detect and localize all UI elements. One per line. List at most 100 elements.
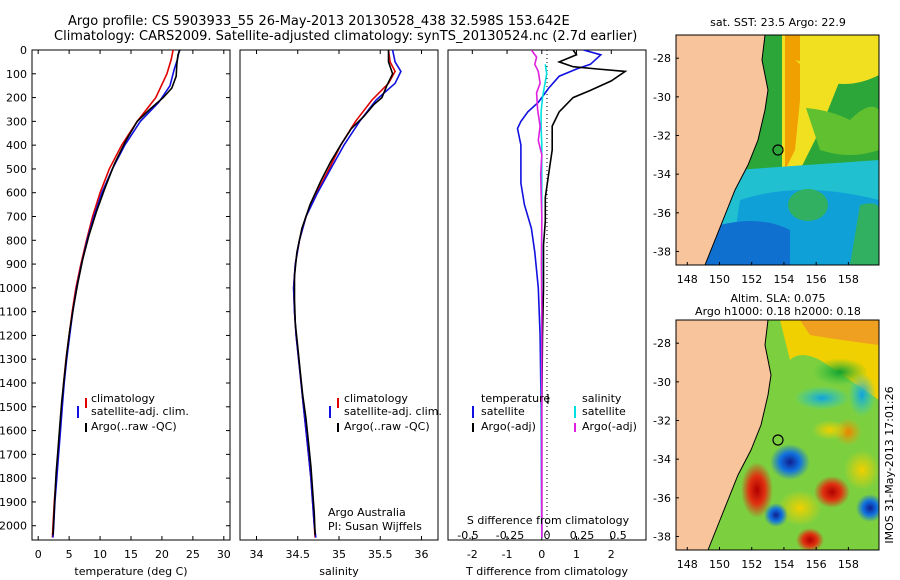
series-line-satellite [516,50,603,538]
legend-sal-satellite: satellite [582,405,626,418]
y-tick-label: 2000 [0,520,27,533]
annotation-line-1: Argo Australia [328,506,406,519]
difference-xlabel-top: S difference from climatology [467,514,630,527]
annotation-line-2: PI: Susan Wijffels [328,520,422,533]
y-tick-label: 1800 [0,472,27,485]
depth-axis: 0 100 200 300 400 500 600 700 800 900 1000 1100 1200… [0,44,646,533]
y-tick-label: 200 [6,92,27,105]
legend-argo: Argo(..raw -QC) [91,420,177,433]
s-tick-label: 0.25 [570,529,595,542]
lat-tick-label: -36 [653,207,671,220]
lon-tick-label: 158 [838,273,859,286]
title-line-1: Argo profile: CS 5903933_55 26-May-2013 … [68,14,570,29]
title-line-2: Climatology: CARS2009. Satellite-adjuste… [54,29,638,44]
sla-map-title-2: Argo h1000: 0.18 h2000: 0.18 [695,305,861,318]
x-tick-label: 34 [250,548,264,561]
difference-panel: -2 -1 0 1 2 -0.5 -0.25 0 0.25 0.5 S difference fr… [447,49,647,578]
lon-tick-label: 154 [773,558,794,571]
x-tick-label: 2 [608,548,615,561]
y-tick-label: 1600 [0,425,27,438]
sla-map: Altim. SLA: 0.075 Argo h1000: 0.18 h2000… [653,292,880,571]
y-tick-label: 1700 [0,448,27,461]
lat-tick-label: -36 [653,492,671,505]
s-tick-label: -0.5 [457,529,478,542]
legend-temp-satellite: satellite [481,405,525,418]
y-tick-label: 1500 [0,401,27,414]
s-tick-label: 0 [544,529,551,542]
x-tick-label: 0 [538,548,545,561]
difference-lines [516,50,628,538]
lat-tick-label: -38 [653,530,671,543]
y-tick-label: 1900 [0,496,27,509]
lat-tick-label: -32 [653,130,671,143]
lon-tick-label: 158 [838,558,859,571]
legend-climatology: climatology [344,392,408,405]
x-tick-label: 5 [66,548,73,561]
x-tick-label: 0 [35,548,42,561]
sst-map-title: sat. SST: 23.5 Argo: 22.9 [710,16,846,29]
lon-tick-label: 150 [709,273,730,286]
lat-tick-label: -34 [653,453,671,466]
lat-tick-label: -28 [653,337,671,350]
lat-tick-label: -28 [653,52,671,65]
x-tick-label: 34.5 [286,548,311,561]
x-tick-label: -2 [467,548,478,561]
legend-argo: Argo(..raw -QC) [344,420,430,433]
x-tick-label: 35.5 [368,548,393,561]
lon-tick-label: 152 [741,273,762,286]
lat-tick-label: -32 [653,415,671,428]
float-position-marker [772,434,784,446]
y-tick-label: 1300 [0,353,27,366]
series-line-argo-raw-qc- [52,50,181,536]
y-tick-label: 1000 [0,282,27,295]
y-tick-label: 300 [6,115,27,128]
lon-tick-label: 156 [806,558,827,571]
sst-map: sat. SST: 23.5 Argo: 22.9 148 150 152 154 15… [653,16,880,286]
y-tick-label: 800 [6,234,27,247]
temperature-panel: 0100200300400500600700800900100011001200… [0,44,646,578]
lon-tick-label: 152 [741,558,762,571]
temperature-legend: climatology satellite-adj. clim. Argo(..… [77,392,189,433]
temperature-axes-box [31,49,231,541]
legend-temperature-title: temperature [481,392,550,405]
difference-xlabel: T difference from climatology [465,565,628,578]
x-tick-label: 15 [124,548,138,561]
s-tick-label: 0.5 [609,529,627,542]
salinity-x-axis: 34 34.5 35 35.5 36 [250,50,429,561]
y-tick-label: 500 [6,163,27,176]
x-tick-label: 25 [186,548,200,561]
y-tick-label: 600 [6,187,27,200]
lon-tick-label: 148 [677,273,698,286]
difference-legend: temperature satellite Argo(-adj) salinit… [472,392,637,433]
series-line-argo-adj- [540,50,628,538]
salinity-panel: 34 34.5 35 35.5 36 salinity climatology sate… [239,49,442,578]
series-line-salinity-argo-adj- [530,50,543,538]
lon-tick-label: 148 [677,558,698,571]
salinity-lines [292,50,402,538]
sla-map-title-1: Altim. SLA: 0.075 [730,292,825,305]
legend-satellite: satellite-adj. clim. [344,405,442,418]
series-line-argo-raw-qc- [293,50,394,536]
y-tick-label: 400 [6,139,27,152]
temperature-xlabel: temperature (deg C) [74,565,187,578]
lon-tick-label: 154 [773,273,794,286]
y-tick-label: 900 [6,258,27,271]
x-tick-label: 1 [573,548,580,561]
lat-tick-label: -30 [653,91,671,104]
y-tick-label: 1200 [0,329,27,342]
salinity-axes-box [239,49,439,541]
legend-climatology: climatology [91,392,155,405]
land-australia [676,35,768,265]
legend-temp-argo: Argo(-adj) [481,420,536,433]
x-tick-label: 10 [93,548,107,561]
y-tick-label: 100 [6,68,27,81]
lat-tick-label: -34 [653,168,671,181]
s-tick-label: -0.25 [496,529,524,542]
legend-satellite: satellite-adj. clim. [91,405,189,418]
temperature-x-axis: 0 5 10 15 20 25 30 [35,50,231,561]
y-tick-label: 700 [6,211,27,224]
y-tick-label: 1400 [0,377,27,390]
imos-timestamp: IMOS 31-May-2013 17:01:26 [883,386,896,543]
legend-sal-argo: Argo(-adj) [582,420,637,433]
